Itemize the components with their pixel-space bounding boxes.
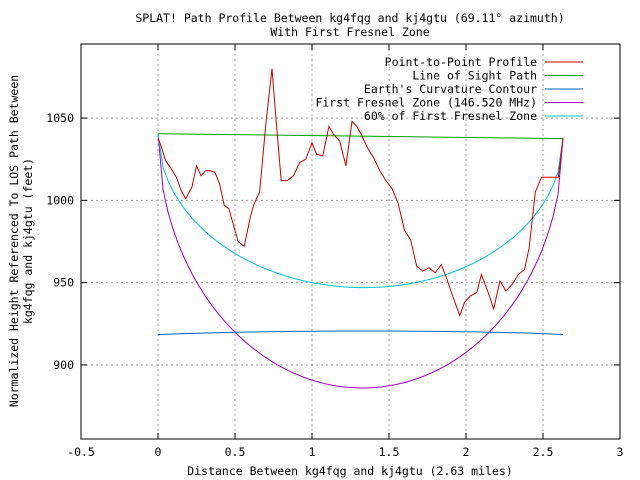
series-line-2 [157,330,564,335]
x-tick-label: -0.5 [67,445,95,459]
legend-label: 60% of First Fresnel Zone [364,109,537,123]
series-line-3 [157,133,564,389]
legend-label: Point-to-Point Profile [385,55,537,69]
tick-layer: -0.5 0 0.5 1 1.5 2 2.5 3 900 950 1000 1050 [46,44,624,459]
y-tick-label: 900 [53,358,74,372]
y-axis-label-line-1: Normalized Height Referenced To LOS Path… [7,75,21,407]
series-line-4 [157,133,564,289]
plot-frame [80,43,621,440]
series-layer [157,68,564,389]
y-axis-label-group: Normalized Height Referenced To LOS Path… [7,75,35,407]
y-tick-label: 950 [53,276,74,290]
chart-subtitle: With First Fresnel Zone [270,25,429,39]
legend-label: First Fresnel Zone (146.520 MHz) [315,96,537,110]
series-line-1 [157,133,564,140]
legend-label: Earth's Curvature Contour [364,82,537,96]
x-tick-label: 3 [617,445,624,459]
y-tick-label: 1000 [46,193,74,207]
x-tick-label: 2 [463,445,470,459]
x-tick-label: 2.5 [533,445,554,459]
x-axis-label: Distance Between kg4fqg and kj4gtu (2.63… [187,464,512,478]
legend-label: Line of Sight Path [412,69,537,83]
chart-title: SPLAT! Path Profile Between kg4fqg and k… [135,11,564,25]
x-tick-label: 0 [155,445,162,459]
x-tick-label: 1.5 [379,445,400,459]
series-line-0 [157,68,564,318]
y-axis-label-line-2: kg4fqg and kj4gtu (feet) [21,158,35,324]
x-tick-label: 1 [309,445,316,459]
y-tick-label: 1050 [46,111,74,125]
x-tick-label: 0.5 [225,445,246,459]
grid-lines [81,44,620,439]
